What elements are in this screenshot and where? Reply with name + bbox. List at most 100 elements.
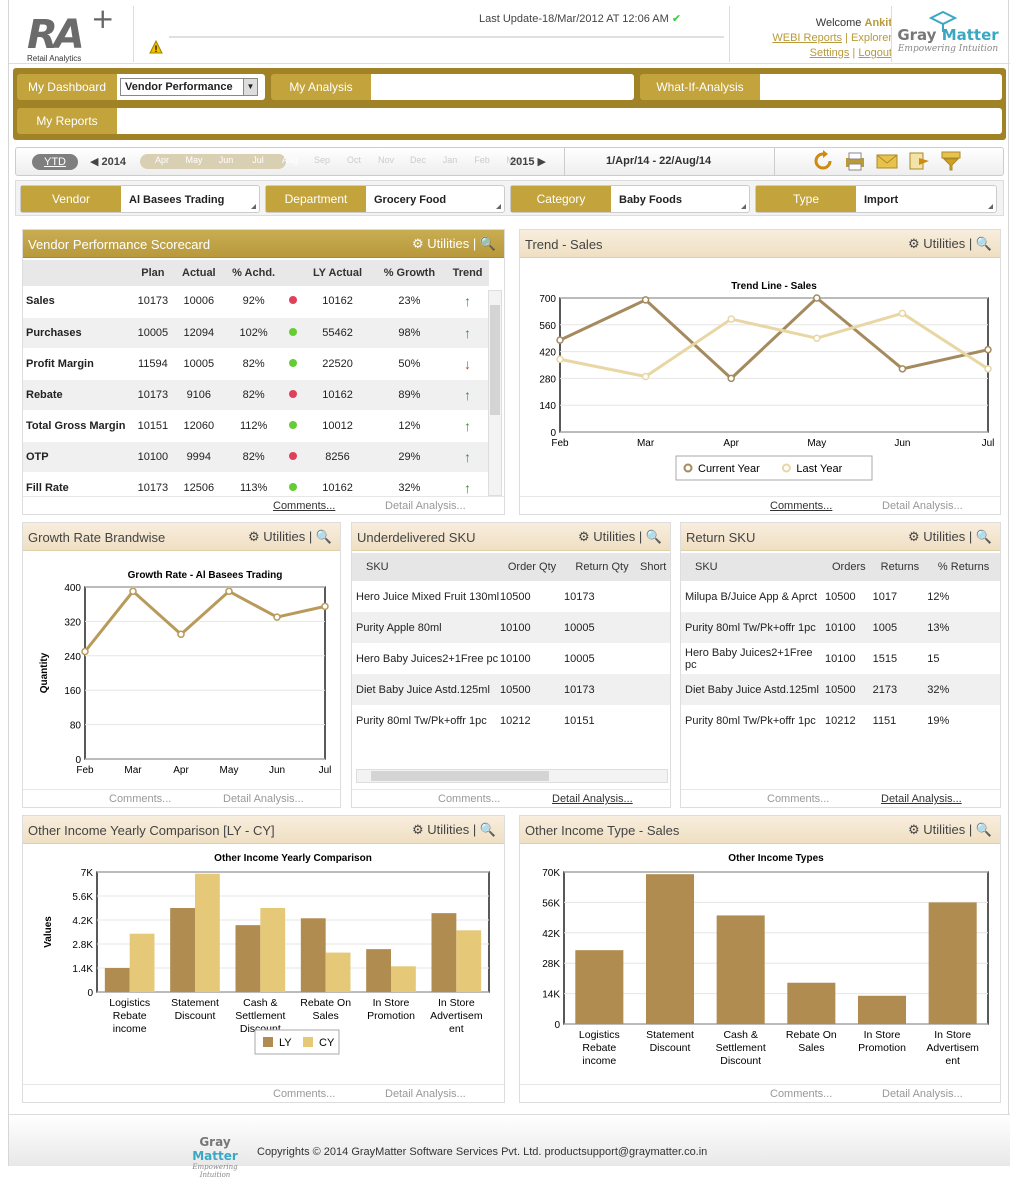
x-tick-label: Logistics Rebate income [579, 1029, 620, 1067]
detail-analysis-link[interactable]: Detail Analysis... [881, 793, 962, 805]
panel-title: Other Income Type - Sales [525, 823, 680, 838]
email-icon[interactable] [875, 150, 899, 172]
month-strip: Apr May Jun Jul Aug Sep Oct Nov Dec Jan Feb Mar [154, 155, 522, 165]
y-tick-label: 240 [64, 652, 81, 663]
panel-title: Underdelivered SKU [357, 530, 476, 545]
y-tick-label: 28K [542, 959, 560, 970]
refresh-icon[interactable] [811, 150, 835, 172]
bar [325, 952, 351, 992]
legend-box [675, 455, 873, 481]
ytd-button[interactable]: YTD [32, 154, 78, 170]
dashboard-select[interactable]: Vendor Performance ▼ [120, 78, 258, 96]
detail-analysis-link[interactable]: Detail Analysis... [882, 1088, 963, 1100]
detail-analysis-link[interactable]: Detail Analysis... [882, 500, 963, 512]
horizontal-scrollbar[interactable] [356, 769, 668, 783]
data-point [813, 334, 821, 342]
tab-my-reports[interactable]: My Reports [17, 108, 117, 134]
comments-link[interactable]: Comments... [438, 793, 501, 805]
webi-reports-link[interactable]: WEBI Reports [772, 32, 843, 44]
status-dot [289, 420, 298, 429]
table-row: Profit Margin 11594 10005 82% 22520 50% ↓ [23, 348, 489, 380]
chart-title: Other Income Yearly Comparison [214, 853, 372, 864]
x-tick-label: Jun [894, 438, 910, 449]
settings-link[interactable]: Settings [809, 47, 850, 59]
tab-what-if-analysis[interactable]: What-If-Analysis [640, 74, 760, 100]
bar [716, 915, 765, 1024]
utilities-menu[interactable]: ⚙ Utilities | 🔍 [578, 529, 662, 544]
y-tick-label: 5.6K [72, 892, 93, 903]
arrow-up-icon: ↑ [464, 417, 472, 434]
utilities-menu[interactable]: ⚙ Utilities | 🔍 [908, 822, 992, 837]
next-year[interactable]: 2015 ▶ [510, 156, 546, 168]
bar [456, 930, 482, 992]
department-filter[interactable]: Department Grocery Food [265, 185, 505, 213]
bar [857, 995, 907, 1024]
app-logo: RA + Retail Analytics [27, 2, 129, 64]
bar [195, 873, 220, 992]
category-filter[interactable]: Category Baby Foods [510, 185, 750, 213]
data-point [641, 296, 650, 304]
user-name: Ankit [864, 17, 893, 29]
trend-sales-chart: Trend Line - Sales 0 140 280 420 560 700 Feb Mar… [539, 281, 994, 481]
utilities-menu[interactable]: ⚙ Utilities | 🔍 [412, 822, 496, 837]
print-icon[interactable] [843, 150, 867, 172]
table-row: Diet Baby Juice Astd.125ml 10500 2173 32% [681, 674, 1000, 705]
prev-year[interactable]: ◀ 2014 [90, 156, 126, 168]
x-tick-label: In Store Promotion [367, 997, 415, 1022]
return-sku-table: SKU Orders Returns% Returns Milupa B/Juice… [681, 553, 1000, 736]
logo-plus: + [91, 2, 115, 35]
filter-icon[interactable] [939, 150, 963, 172]
legend-label: Last Year [796, 463, 842, 475]
detail-analysis-link[interactable]: Detail Analysis... [552, 793, 633, 805]
y-tick-label: 70K [542, 868, 560, 879]
table-row: Fill Rate 10173 12506 113% 10162 32% ↑ [23, 472, 489, 504]
underdelivered-table: SKU Order Qty Return Qty Short Hero Juice M… [352, 553, 670, 736]
table-row: Hero Baby Juices2+1Free pc 10100 1515 15 [685, 646, 940, 671]
status-dot [289, 482, 298, 491]
utilities-menu[interactable]: ⚙ Utilities | 🔍 [248, 529, 332, 544]
logo-mark: RA [27, 12, 85, 58]
data-point [321, 602, 329, 611]
comments-link[interactable]: Comments... [767, 793, 830, 805]
vertical-scrollbar[interactable] [488, 290, 502, 496]
comments-link[interactable]: Comments... [109, 793, 172, 805]
check-icon: ✔ [671, 13, 682, 25]
bar [575, 950, 624, 1024]
detail-analysis-link[interactable]: Detail Analysis... [223, 793, 304, 805]
comments-link[interactable]: Comments... [273, 1088, 336, 1100]
explorer-link[interactable]: Explorer [851, 32, 892, 44]
tab-my-analysis[interactable]: My Analysis [271, 74, 371, 100]
utilities-menu[interactable]: ⚙ Utilities | 🔍 [908, 529, 992, 544]
other-income-type-panel: Other Income Type - Sales ⚙ Utilities | 🔍… [519, 815, 1001, 1103]
utilities-menu[interactable]: ⚙ Utilities | 🔍 [412, 236, 496, 251]
utilities-menu[interactable]: ⚙ Utilities | 🔍 [908, 236, 992, 251]
export-icon[interactable] [907, 150, 931, 172]
bar [300, 918, 326, 992]
comments-link[interactable]: Comments... [770, 500, 833, 512]
x-tick-label: Statement Discount [646, 1029, 694, 1054]
month-range-slider[interactable] [140, 154, 286, 169]
arrow-up-icon: ↑ [464, 293, 472, 310]
table-row: Purchases 10005 12094 102% 55462 98% ↑ [23, 317, 489, 349]
arrow-down-icon: ↓ [464, 355, 472, 372]
data-point [984, 345, 992, 354]
x-tick-label: Rebate On Sales [300, 997, 351, 1022]
comments-link[interactable]: Comments... [770, 1088, 833, 1100]
warning-icon: ! [149, 40, 163, 54]
tab-my-dashboard[interactable]: My Dashboard [17, 74, 117, 100]
y-tick-label: 7K [81, 868, 94, 879]
arrow-up-icon: ↑ [464, 324, 472, 341]
detail-analysis-link[interactable]: Detail Analysis... [385, 1088, 466, 1100]
series-line [83, 589, 326, 653]
table-row: Rebate 10173 9106 82% 10162 89% ↑ [23, 379, 489, 411]
y-tick-label: 42K [542, 929, 560, 940]
comments-link[interactable]: Comments... [273, 500, 336, 512]
vendor-filter[interactable]: Vendor Al Basees Trading [20, 185, 260, 213]
data-point [556, 355, 564, 364]
detail-analysis-link[interactable]: Detail Analysis... [385, 500, 466, 512]
y-tick-label: 400 [64, 583, 81, 594]
arrow-up-icon: ↑ [464, 448, 472, 465]
logout-link[interactable]: Logout [858, 47, 892, 59]
chevron-down-icon: ▼ [243, 79, 257, 95]
type-filter[interactable]: Type Import [755, 185, 997, 213]
